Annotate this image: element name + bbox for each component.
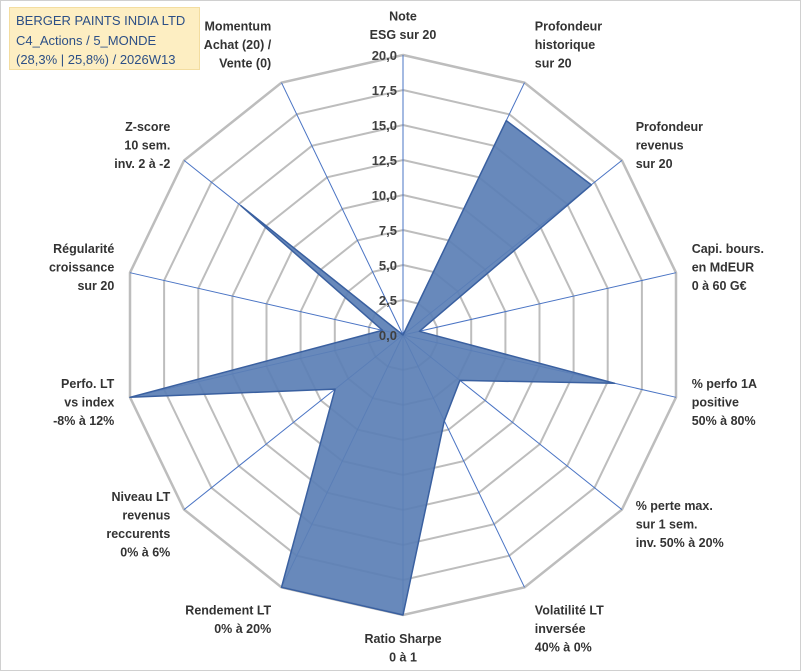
axis-label: reccurents bbox=[106, 527, 170, 541]
axis-label: en MdEUR bbox=[692, 260, 755, 274]
axis-label: historique bbox=[535, 38, 595, 52]
axis-label: Ratio Sharpe bbox=[364, 632, 441, 646]
axis-label: Z-score bbox=[125, 120, 170, 134]
axis-label: sur 20 bbox=[636, 157, 673, 171]
axis-label: -8% à 12% bbox=[53, 414, 114, 428]
chart-title-box: BERGER PAINTS INDIA LTD C4_Actions / 5_M… bbox=[9, 7, 200, 70]
axis-label: Régularité bbox=[53, 242, 114, 256]
axis-label: sur 1 sem. bbox=[636, 518, 698, 532]
axis-label: Capi. bours. bbox=[692, 242, 764, 256]
axis-label: 0 à 60 G€ bbox=[692, 279, 747, 293]
axis-label: % perfo 1A bbox=[692, 377, 757, 391]
axis-spoke bbox=[402, 272, 677, 336]
axis-label: revenus bbox=[122, 508, 170, 522]
axis-label: ESG sur 20 bbox=[370, 28, 437, 42]
axis-label: 50% à 80% bbox=[692, 414, 756, 428]
axis-label: sur 20 bbox=[77, 279, 114, 293]
radar-data bbox=[129, 119, 616, 616]
axis-label: 40% à 0% bbox=[535, 640, 592, 654]
radial-tick-label: 7,5 bbox=[379, 223, 397, 238]
axis-label: inv. 50% à 20% bbox=[636, 536, 724, 550]
axis-label: Achat (20) / bbox=[204, 38, 272, 52]
axis-label: Vente (0) bbox=[219, 57, 271, 71]
series-area bbox=[129, 119, 616, 616]
radial-tick-label: 20,0 bbox=[372, 48, 397, 63]
axis-label: Volatilité LT bbox=[535, 603, 604, 617]
axis-label: inversée bbox=[535, 622, 586, 636]
axis-label: 0% à 20% bbox=[214, 622, 271, 636]
axis-label: vs index bbox=[64, 396, 114, 410]
axis-label: positive bbox=[692, 396, 739, 410]
title-line-category: C4_Actions / 5_MONDE bbox=[16, 32, 157, 48]
radial-tick-label: 2,5 bbox=[379, 293, 397, 308]
axis-label: 0% à 6% bbox=[120, 545, 170, 559]
radial-tick-label: 10,0 bbox=[372, 188, 397, 203]
radial-tick-label: 5,0 bbox=[379, 258, 397, 273]
radar-axis-labels: Note ESG sur 20 Profondeur historique sur 20… bbox=[49, 10, 764, 665]
axis-label: Note bbox=[389, 10, 417, 24]
axis-label: croissance bbox=[49, 260, 114, 274]
radial-tick-label: 12,5 bbox=[372, 153, 397, 168]
radar-ticks: 0,0 2,5 5,0 7,5 10,0 12,5 15,0 17,5 20,0 bbox=[372, 48, 397, 343]
axis-label: sur 20 bbox=[535, 57, 572, 71]
axis-label: Momentum bbox=[205, 20, 272, 34]
axis-label: 0 à 1 bbox=[389, 651, 417, 665]
axis-spoke bbox=[129, 272, 404, 336]
radial-tick-label: 17,5 bbox=[372, 83, 397, 98]
axis-label: Perfo. LT bbox=[61, 377, 115, 391]
axis-label: inv. 2 à -2 bbox=[114, 157, 170, 171]
axis-spoke bbox=[281, 82, 404, 336]
title-line-company: BERGER PAINTS INDIA LTD bbox=[16, 13, 186, 28]
radial-tick-label: 15,0 bbox=[372, 118, 397, 133]
axis-label: revenus bbox=[636, 139, 684, 153]
axis-label: 10 sem. bbox=[124, 139, 170, 153]
axis-label: % perte max. bbox=[636, 499, 713, 513]
axis-label: Profondeur bbox=[535, 20, 602, 34]
radial-tick-label: 0,0 bbox=[379, 328, 397, 343]
title-line-stats: (28,3% | 25,8%) / 2026W13 bbox=[16, 52, 176, 67]
axis-label: Niveau LT bbox=[111, 490, 170, 504]
axis-label: Rendement LT bbox=[185, 603, 271, 617]
axis-label: Profondeur bbox=[636, 120, 703, 134]
